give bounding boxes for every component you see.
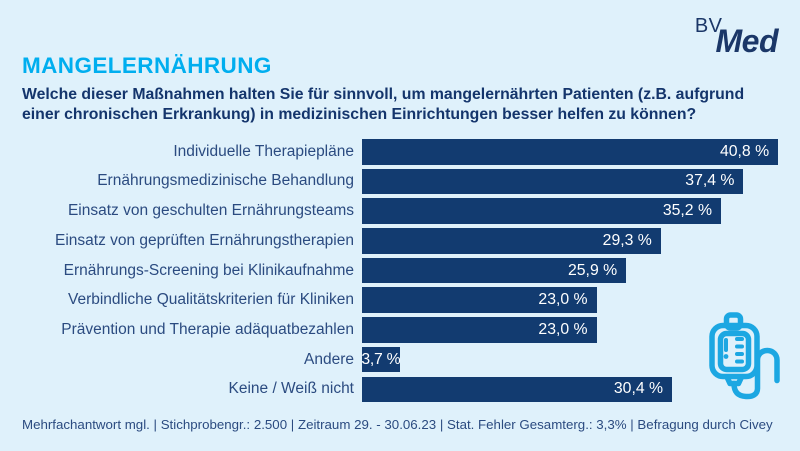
logo-med-text: Med — [715, 23, 779, 59]
chart-row: Ernährungs-Screening bei Klinikaufnahme 2… — [22, 257, 778, 284]
value-label: 25,9 % — [567, 261, 618, 279]
chart-row: Keine / Weiß nicht 30,4 % — [22, 376, 778, 402]
category-label: Individuelle Therapiepläne — [173, 142, 354, 160]
category-label: Ernährungsmedizinische Behandlung — [97, 172, 354, 190]
chart-row: Individuelle Therapiepläne 40,8 % — [22, 139, 779, 165]
category-label: Andere — [304, 350, 354, 368]
category-label: Keine / Weiß nicht — [228, 380, 355, 398]
bar: 30,4 % — [362, 376, 673, 402]
chart-row: Prävention und Therapie adäquatbezahlen 2… — [22, 317, 778, 343]
methodology-footnote: Mehrfachantwort mgl. | Stichprobengr.: 2… — [22, 417, 773, 432]
category-label: Ernährungs-Screening bei Klinikaufnahme — [63, 261, 354, 279]
logo-bv-text: BV — [694, 15, 723, 37]
chart-row: Einsatz von geprüften Ernährungstherapie… — [22, 228, 778, 254]
iv-drip-bag-icon — [709, 312, 780, 400]
bar: 29,3 % — [362, 228, 661, 254]
bar: 23,0 % — [362, 317, 597, 343]
page-title: MANGELERNÄHRUNG — [22, 53, 272, 78]
bar: 40,8 % — [362, 139, 779, 165]
value-label: 23,0 % — [538, 320, 588, 338]
value-label: 35,2 % — [662, 202, 713, 220]
chart-row: Ernährungsmedizinische Behandlung 37,4 % — [22, 168, 778, 195]
chart-row: Einsatz von geschulten Ernährungsteams 35… — [22, 198, 778, 224]
survey-question: Welche dieser Maßnahmen halten Sie für s… — [22, 86, 745, 124]
bar: 37,4 % — [362, 168, 744, 195]
value-label: 37,4 % — [685, 172, 735, 190]
bar: 23,0 % — [362, 287, 597, 313]
category-label: Prävention und Therapie adäquatbezahlen — [61, 320, 354, 338]
chart-row: Verbindliche Qualitätskriterien für Klin… — [22, 287, 778, 313]
value-label: 40,8 % — [719, 142, 770, 160]
bar: 3,7 % — [361, 346, 401, 373]
bvmed-logo: BV Med — [694, 14, 779, 59]
category-label: Einsatz von geschulten Ernährungsteams — [67, 202, 354, 220]
value-label: 30,4 % — [613, 380, 664, 398]
value-label: 3,7 % — [361, 350, 401, 368]
bar: 25,9 % — [362, 257, 627, 284]
bar: 35,2 % — [362, 198, 722, 224]
chart-row: Andere 3,7 % — [22, 346, 778, 373]
category-label: Einsatz von geprüften Ernährungstherapie… — [54, 231, 354, 249]
category-label: Verbindliche Qualitätskriterien für Klin… — [67, 291, 354, 309]
bar-chart: Individuelle Therapiepläne 40,8 % Ernährun… — [22, 139, 779, 406]
value-label: 23,0 % — [538, 291, 588, 309]
value-label: 29,3 % — [602, 231, 652, 249]
